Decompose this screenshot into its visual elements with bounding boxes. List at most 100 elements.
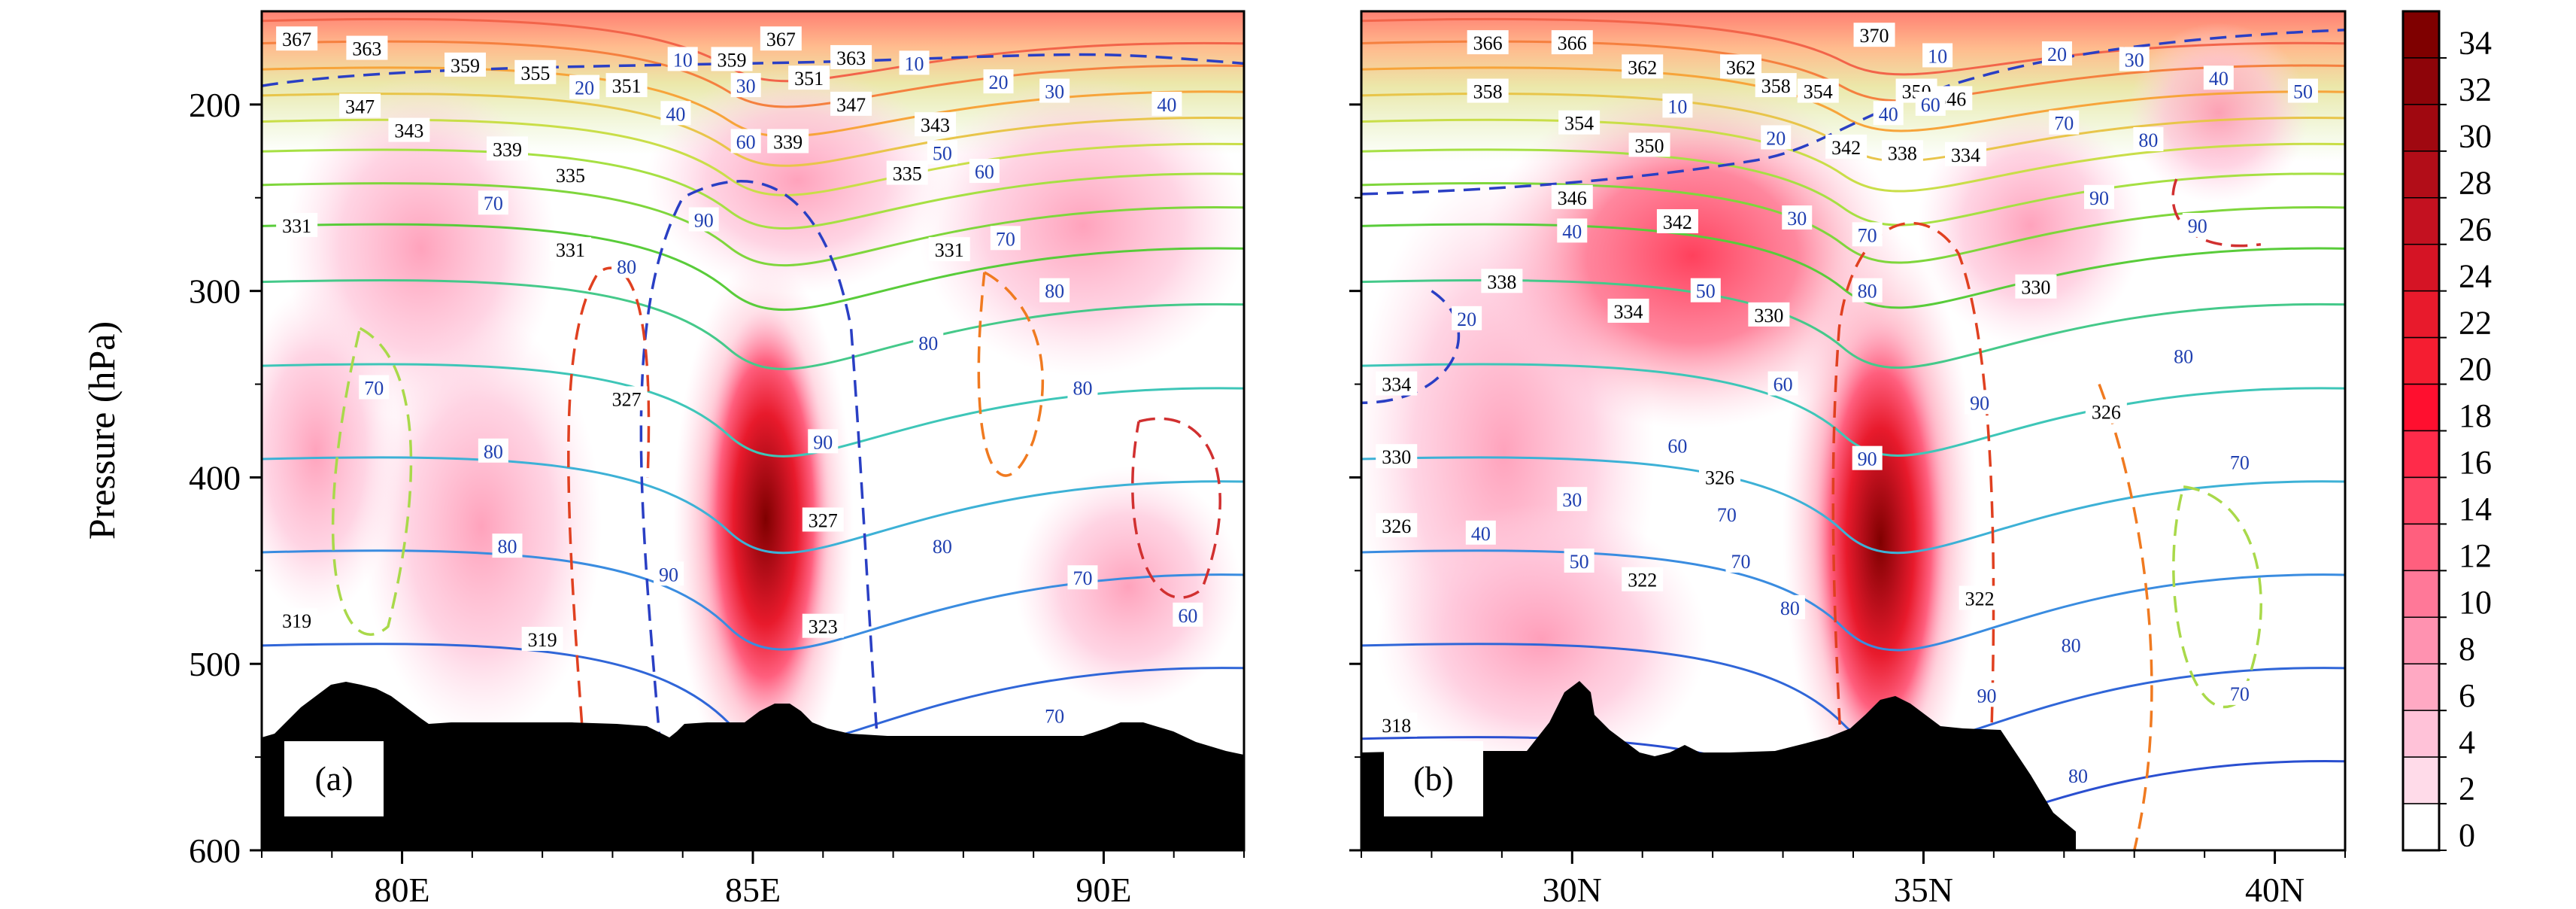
wind-contour-label-text: 40 [1471,523,1491,545]
wind-contour-label: 90 [1971,683,2002,707]
wind-contour-label-box [2056,632,2086,657]
wind-contour-label-box [927,140,957,165]
colorbar-segment [2402,243,2440,292]
wind-contour-label-text: 50 [2293,81,2313,103]
wind-contour-label-text: 90 [1858,448,1877,470]
wind-contour-label-box [969,159,1000,184]
wind-contour-label: 50 [2287,78,2318,103]
theta-contour-label-text: 370 [1860,25,1889,47]
wind-contour-label-box [808,429,839,454]
wind-contour-label-text: 10 [673,49,693,71]
wind-contour-label: 80 [1067,375,1098,400]
theta-contour-label-box [788,65,830,90]
colorbar-label: 4 [2459,724,2475,761]
panel-b-terrain [1361,681,2076,850]
colorbar-label: 14 [2459,491,2492,527]
wind-contour-label-text: 90 [1977,685,1997,707]
wind-contour-label: 70 [1725,548,1756,573]
colorbar-label: 26 [2459,211,2492,248]
theta-contour-label: 330 [1376,444,1418,469]
theta-contour-label-box [549,237,591,262]
wind-contour-label-box [1852,445,1883,470]
wind-contour-label-text: 70 [2054,113,2074,135]
theta-contour-label: 367 [760,26,802,51]
theta-contour-label-box [1376,512,1418,537]
panel-a-label-box [284,741,384,816]
wind-contour-label-box [1662,93,1693,118]
x-tick-label: 80E [375,871,430,909]
colorbar-segment [2402,197,2440,245]
theta-contour-label: 331 [276,212,318,237]
theta-contour-label-text: 354 [1564,113,1594,135]
theta-contour-label-text: 343 [921,114,950,136]
wind-contour-label: 70 [1039,703,1070,728]
isentrope-line [1361,643,2345,749]
wind-contour-label-text: 50 [1696,281,1716,302]
theta-contour-label-text: 351 [612,75,642,97]
panel-b-pink-area [2128,23,2309,203]
theta-contour-label-box [1622,54,1664,79]
wind-contour-label-box [1039,703,1070,728]
wind-contour-line [639,180,887,850]
theta-contour-label: 338 [1881,140,1923,165]
wind-contour-label-box [1965,390,1995,415]
wind-contour-label-text: 90 [659,564,678,585]
theta-contour-label: 331 [549,237,591,262]
wind-contour-label: 40 [2203,65,2234,90]
theta-contour-label-box [514,59,557,84]
colorbar-label: 24 [2459,257,2492,294]
panel-a-core [702,309,830,730]
panel-a-terrain [262,682,1244,850]
wind-contour-label-box [359,375,390,400]
wind-contour-label: 30 [2119,47,2150,71]
wind-contour-label-text: 90 [2188,215,2207,237]
wind-contour-label-text: 60 [1921,94,1940,116]
wind-contour-line [977,271,1045,477]
colorbar-label: 30 [2459,117,2492,154]
wind-contour-label-box [1971,683,2002,707]
wind-contour-label-text: 80 [2138,129,2158,151]
wind-contour-label: 40 [1465,520,1496,545]
theta-contour-label-box [915,112,957,137]
wind-contour-label: 90 [688,207,719,232]
theta-contour-label-text: 335 [556,165,585,187]
theta-contour-label-text: 339 [773,131,803,153]
wind-contour-label-box [1173,602,1203,627]
wind-contour-label-text: 30 [2125,49,2144,71]
theta-contour-label-text: 330 [1382,446,1411,468]
wind-contour-label: 90 [2182,212,2213,237]
theta-contour-label: 359 [445,52,487,77]
wind-contour-label: 80 [913,330,944,355]
isentrope-line [1361,182,2345,264]
wind-contour-label-box [2287,78,2318,103]
wind-contour-label: 30 [1782,205,1813,230]
wind-contour-label-box [654,561,684,586]
wind-contour-label-box [688,207,719,232]
panel-b-label-box [1384,741,1483,816]
theta-contour-label-box [1622,567,1664,591]
wind-contour-label: 80 [2056,632,2086,657]
wind-contour-label-text: 40 [1157,94,1176,116]
isentrope-line [262,182,1244,267]
isentrope-line [262,363,1244,458]
theta-contour-label-box [605,386,648,411]
theta-contour-label-box [1656,208,1698,233]
theta-contour-label-box [1558,110,1601,135]
wind-contour-label-box [1873,101,1904,126]
theta-contour-label-box [445,52,487,77]
wind-contour-line [1131,417,1221,599]
theta-contour-label-text: 330 [2021,277,2050,299]
theta-contour-label-text: 338 [1888,142,1917,164]
wind-contour-label-text: 80 [2062,634,2081,656]
theta-contour-label: 370 [1853,23,1895,47]
wind-contour-label-text: 60 [1667,435,1687,457]
wind-contour-label: 70 [2049,110,2080,135]
theta-contour-label-text: 363 [352,38,381,60]
wind-contour-line [331,327,413,636]
theta-contour-label-text: 334 [1951,144,1980,166]
theta-contour-label: 366 [1551,30,1593,55]
wind-contour-label-box [1067,565,1098,590]
theta-contour-label: 327 [605,386,648,411]
theta-contour-label-box [1944,141,1986,166]
panel-a-axes: 200 300 400 500 600 80E 85E 90E [189,86,1245,909]
